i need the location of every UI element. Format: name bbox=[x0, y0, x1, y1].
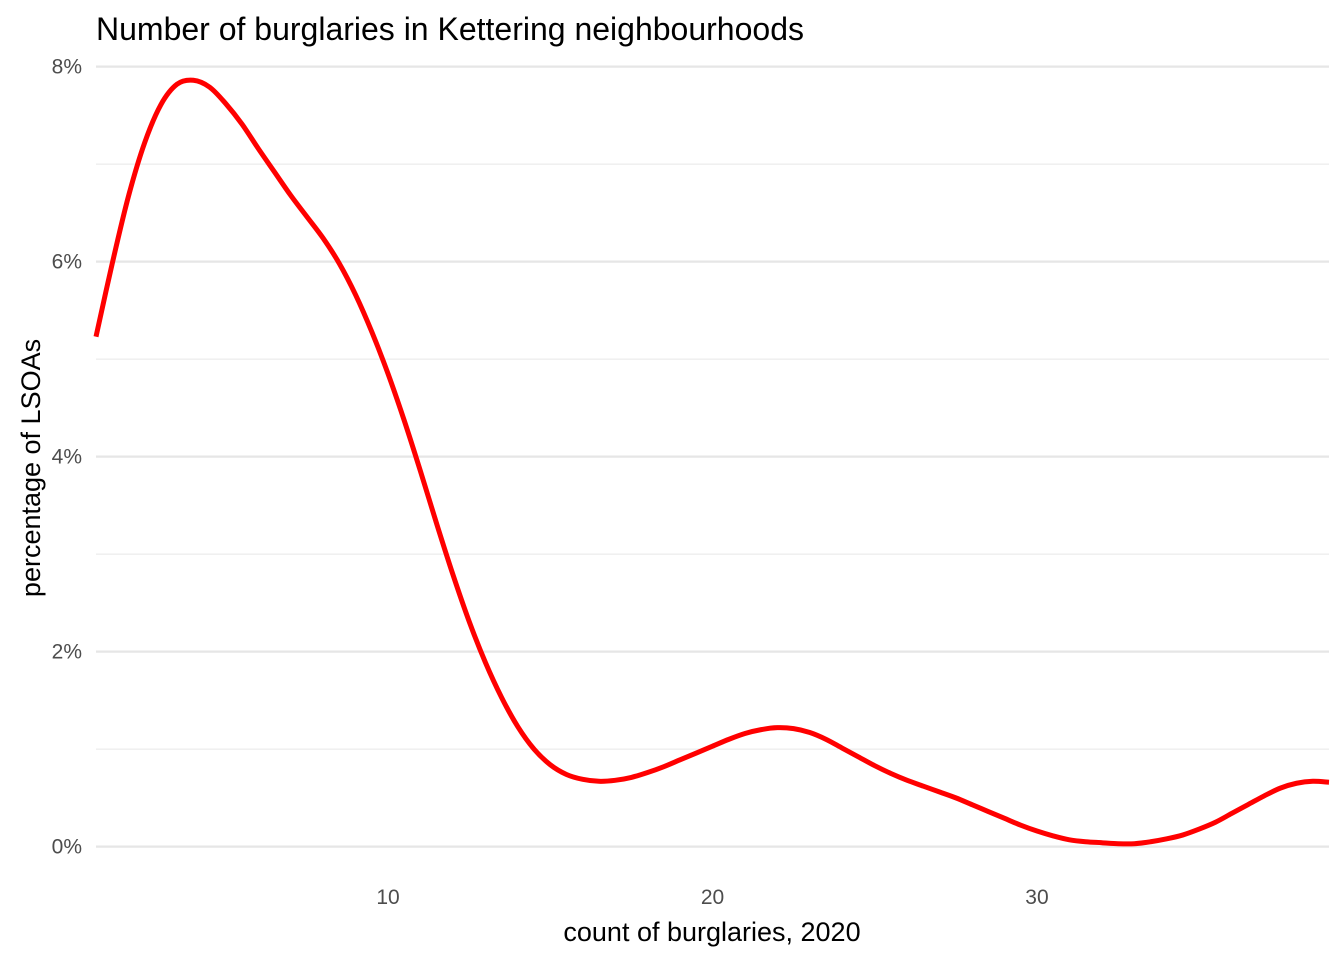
x-tick-label: 30 bbox=[1025, 886, 1048, 909]
y-axis-title: percentage of LSOAs bbox=[16, 339, 46, 597]
y-axis-ticks: 0% 2% 4% 6% 8% bbox=[52, 56, 82, 859]
x-tick-label: 20 bbox=[701, 886, 724, 909]
series-layer bbox=[93, 77, 1330, 847]
chart-title: Number of burglaries in Kettering neighb… bbox=[96, 11, 804, 47]
x-tick-label: 10 bbox=[376, 886, 399, 909]
y-tick-label: 2% bbox=[52, 641, 82, 664]
x-axis-title: count of burglaries, 2020 bbox=[563, 917, 860, 947]
y-tick-label: 0% bbox=[52, 836, 82, 859]
y-tick-label: 6% bbox=[52, 251, 82, 274]
density-line bbox=[93, 77, 1330, 847]
x-axis-ticks: 10 20 30 bbox=[376, 886, 1048, 909]
y-tick-label: 8% bbox=[52, 56, 82, 79]
y-tick-label: 4% bbox=[52, 446, 82, 469]
grid-layer bbox=[96, 65, 1329, 848]
